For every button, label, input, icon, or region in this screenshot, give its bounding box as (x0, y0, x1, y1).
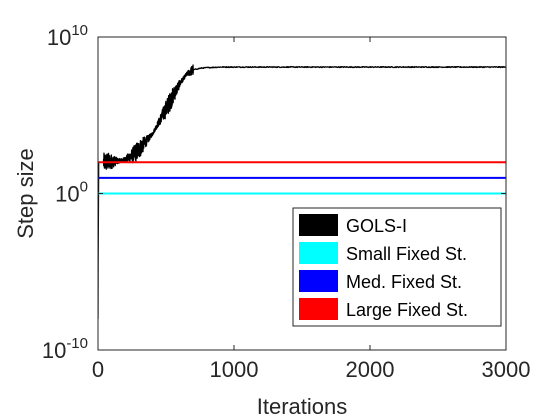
y-tick-exponent: -10 (66, 335, 88, 352)
y-tick-label: 10-10 (42, 335, 88, 363)
plot-area (98, 64, 506, 319)
y-tick-base: 10 (42, 338, 66, 363)
legend-swatch (299, 214, 338, 236)
y-tick-exponent: 0 (80, 179, 88, 196)
y-axis-label: Step size (13, 148, 38, 239)
x-tick-label: 0 (92, 357, 104, 382)
x-tick-label: 2000 (346, 357, 395, 382)
legend-label: GOLS-I (346, 216, 407, 236)
legend-swatch (299, 270, 338, 292)
y-tick-base: 10 (55, 182, 79, 207)
legend-swatch (299, 298, 338, 320)
y-tick-base: 10 (47, 25, 71, 50)
legend-label: Med. Fixed St. (346, 272, 462, 292)
x-tick-label: 3000 (482, 357, 531, 382)
y-tick-exponent: 10 (71, 22, 88, 39)
y-tick-label: 100 (55, 179, 88, 207)
x-axis-label: Iterations (257, 394, 348, 419)
series-line-0 (98, 64, 506, 319)
legend: GOLS-I Small Fixed St. Med. Fixed St. Large… (292, 207, 502, 327)
legend-label: Small Fixed St. (346, 244, 467, 264)
legend-label: Large Fixed St. (346, 300, 468, 320)
x-tick-label: 1000 (210, 357, 259, 382)
y-tick-label: 1010 (47, 22, 88, 50)
legend-swatch (299, 242, 338, 264)
x-ticks: 0 1000 2000 3000 (92, 37, 531, 382)
